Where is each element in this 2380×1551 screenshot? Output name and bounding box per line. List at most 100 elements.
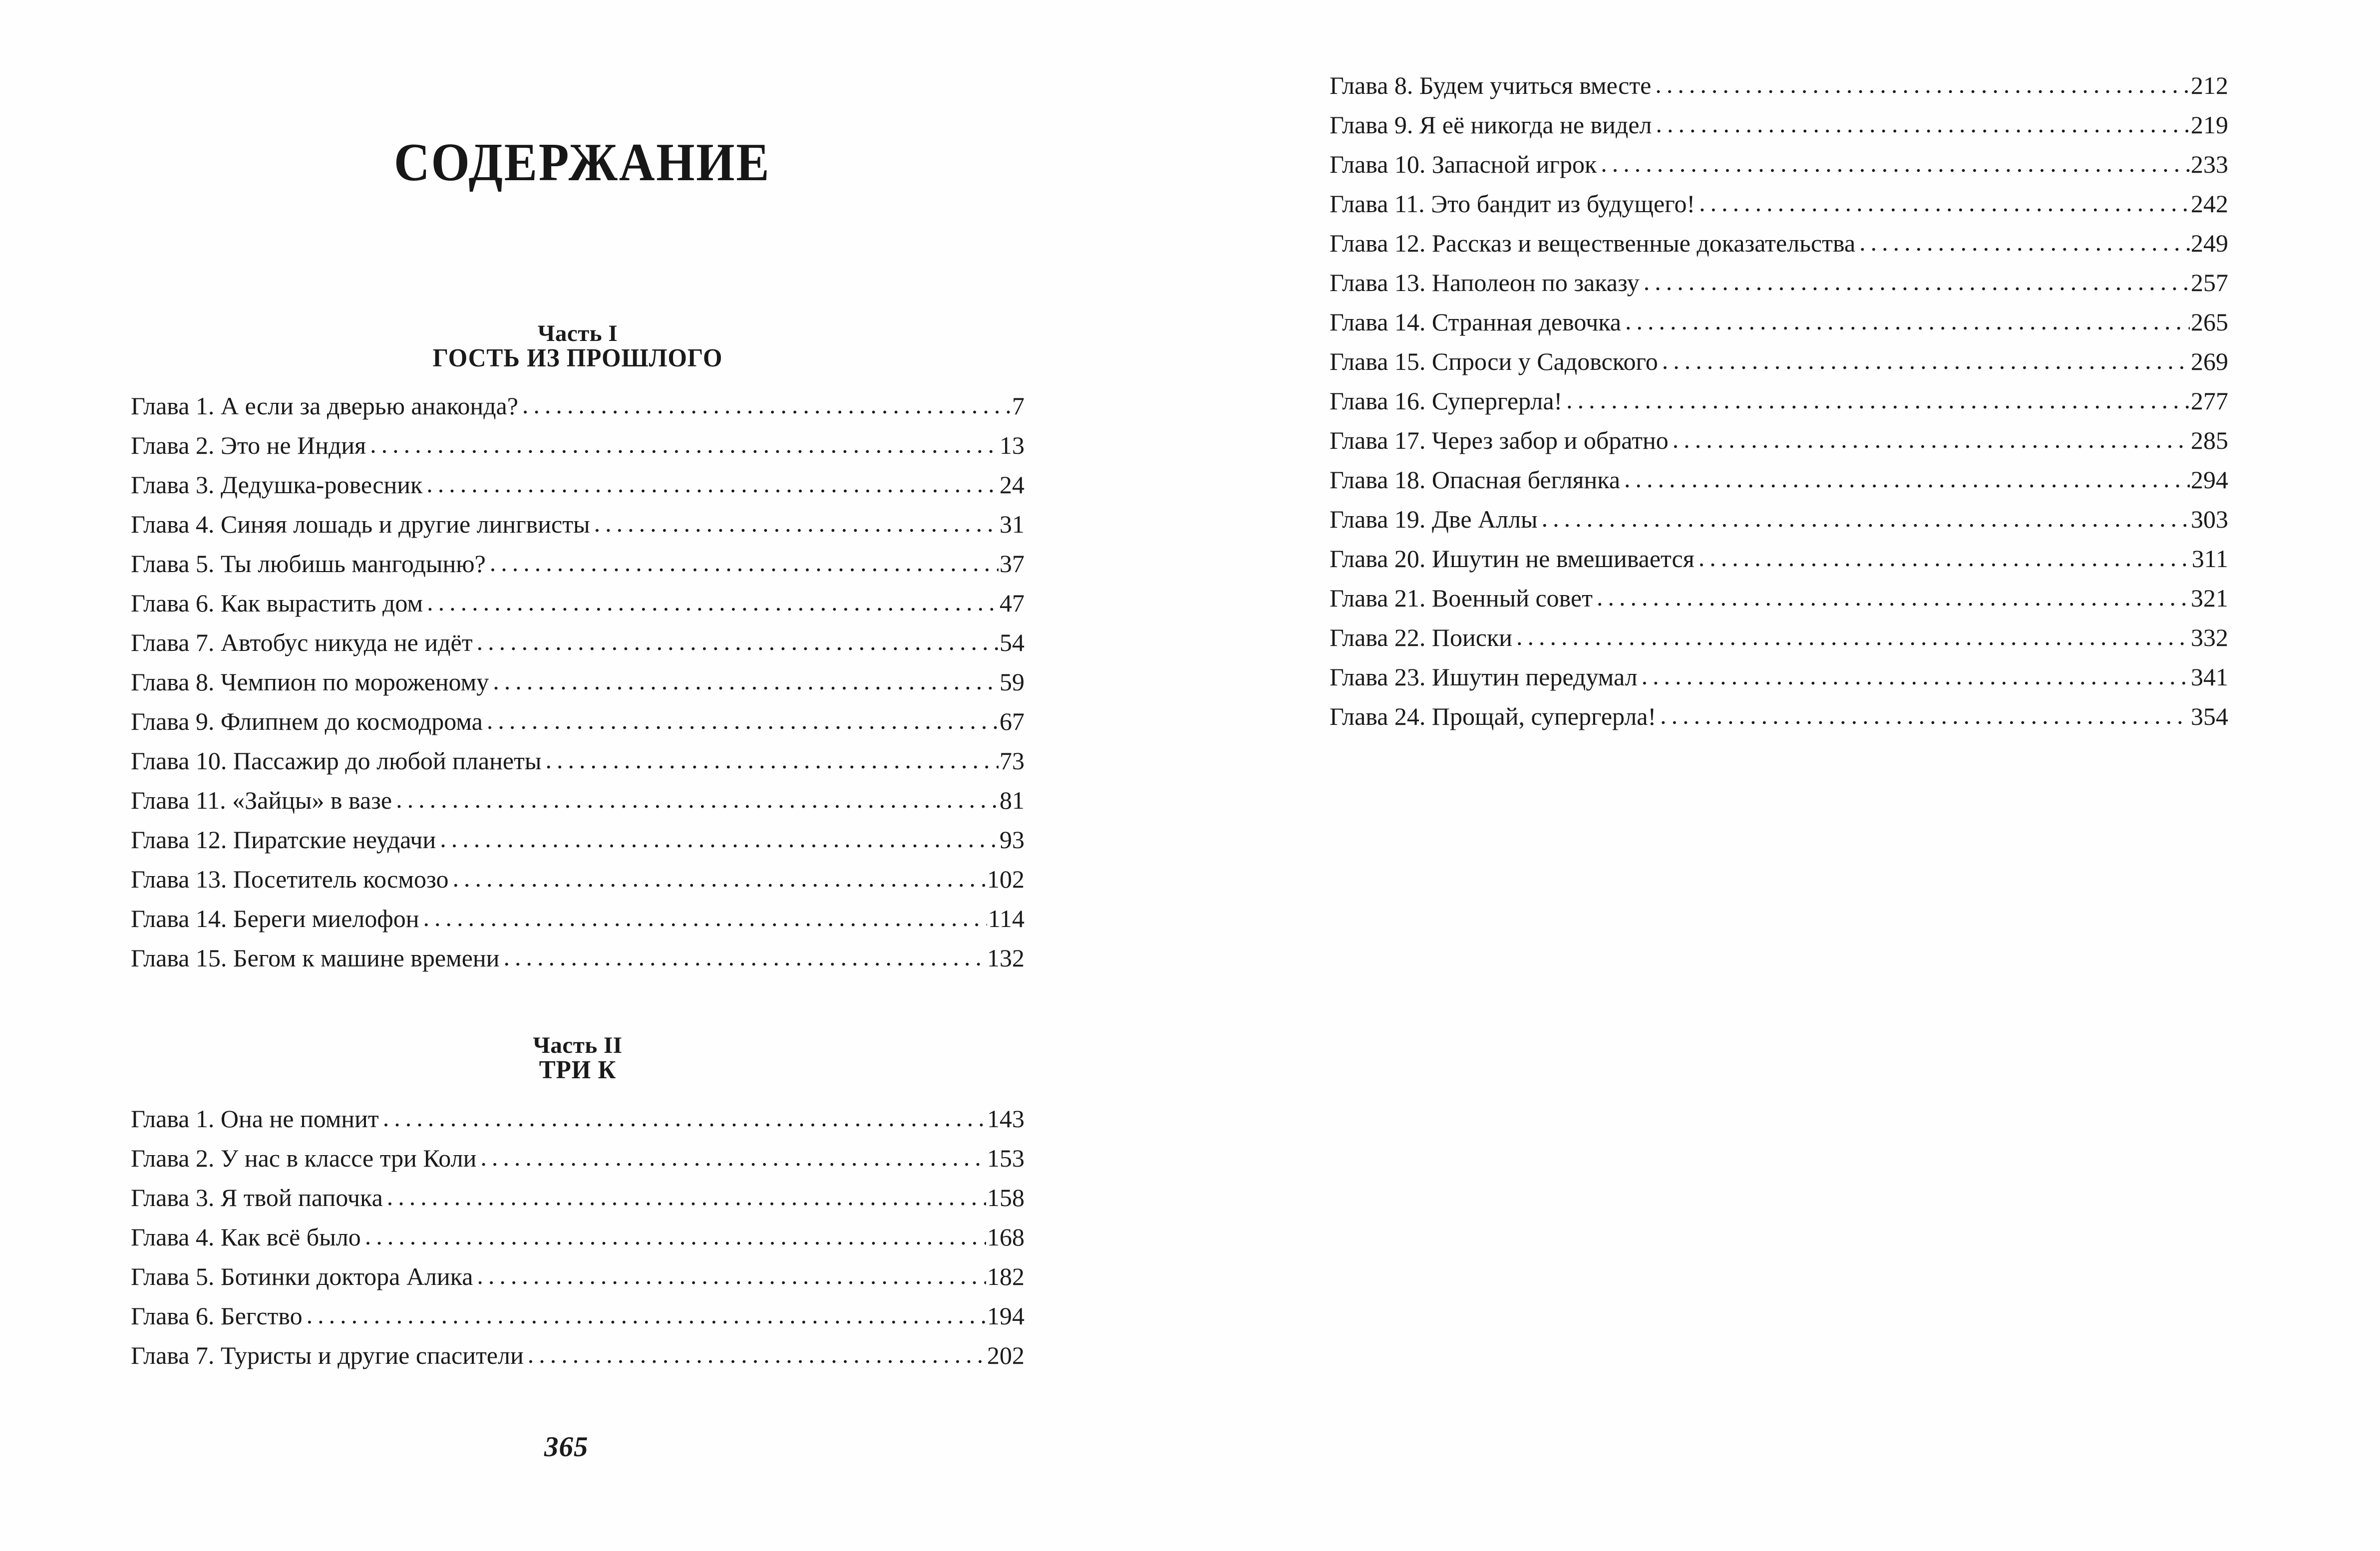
- toc-entry[interactable]: Глава 20. Ишутин не вмешивается.........…: [1330, 539, 2228, 579]
- toc-entry-page-number: 7: [1012, 392, 1024, 420]
- toc-entry[interactable]: Глава 19. Две Аллы......................…: [1330, 500, 2228, 539]
- toc-entry[interactable]: Глава 3. Дедушка-ровесник...............…: [131, 465, 1024, 505]
- toc-entry[interactable]: Глава 3. Я твой папочка.................…: [131, 1178, 1024, 1218]
- toc-entry[interactable]: Глава 2. У нас в классе три Коли........…: [131, 1139, 1024, 1178]
- toc-entry[interactable]: Глава 12. Пиратские неудачи.............…: [131, 820, 1024, 860]
- toc-entry-page-number: 242: [2191, 190, 2228, 218]
- toc-entry[interactable]: Глава 14. Странная девочка..............…: [1330, 303, 2228, 342]
- toc-entry-label: Глава 5. Ты любишь мангодыню?: [131, 550, 486, 578]
- toc-leader-dots: ........................................…: [370, 430, 999, 458]
- toc-leader-dots: ........................................…: [493, 667, 999, 695]
- toc-leader-dots: ........................................…: [1566, 386, 2190, 414]
- toc-entry[interactable]: Глава 11. Это бандит из будущего!.......…: [1330, 184, 2228, 224]
- toc-entry-label: Глава 6. Как вырастить дом: [131, 589, 423, 617]
- toc-leader-dots: ........................................…: [306, 1301, 986, 1329]
- toc-entry-label: Глава 10. Запасной игрок: [1330, 150, 1597, 178]
- toc-entry[interactable]: Глава 24. Прощай, супергерла!...........…: [1330, 697, 2228, 736]
- toc-leader-dots: ........................................…: [1660, 701, 2190, 729]
- toc-leader-dots: ........................................…: [396, 785, 999, 813]
- toc-leader-dots: ........................................…: [426, 470, 999, 498]
- toc-leader-dots: ........................................…: [1625, 307, 2190, 335]
- toc-entry-page-number: 59: [1000, 668, 1024, 696]
- toc-entry[interactable]: Глава 7. Автобус никуда не идёт.........…: [131, 623, 1024, 662]
- toc-entry-page-number: 93: [1000, 826, 1024, 854]
- toc-entry-label: Глава 4. Синяя лошадь и другие лингвисты: [131, 510, 590, 538]
- toc-entry-label: Глава 2. У нас в классе три Коли: [131, 1144, 477, 1172]
- toc-entry[interactable]: Глава 12. Рассказ и вещественные доказат…: [1330, 224, 2228, 263]
- toc-entry-label: Глава 22. Поиски: [1330, 623, 1513, 651]
- toc-entry-page-number: 168: [987, 1223, 1024, 1251]
- toc-entry[interactable]: Глава 4. Как всё было...................…: [131, 1218, 1024, 1257]
- toc-entry-label: Глава 2. Это не Индия: [131, 431, 366, 459]
- toc-entry[interactable]: Глава 1. Она не помнит..................…: [131, 1099, 1024, 1139]
- toc-entry-page-number: 114: [988, 905, 1024, 932]
- toc-entry[interactable]: Глава 6. Как вырастить дом..............…: [131, 584, 1024, 623]
- toc-entry[interactable]: Глава 9. Флипнем до космодрома..........…: [131, 702, 1024, 741]
- toc-entry[interactable]: Глава 8. Будем учиться вместе...........…: [1330, 66, 2228, 105]
- toc-entry[interactable]: Глава 10. Пассажир до любой планеты.....…: [131, 741, 1024, 781]
- toc-entry[interactable]: Глава 15. Спроси у Садовского...........…: [1330, 342, 2228, 381]
- toc-entry[interactable]: Глава 5. Ты любишь мангодыню?...........…: [131, 544, 1024, 584]
- toc-entry-label: Глава 10. Пассажир до любой планеты: [131, 747, 542, 775]
- toc-leader-dots: ........................................…: [1672, 425, 2190, 453]
- toc-entry-page-number: 341: [2191, 663, 2228, 691]
- toc-entry-page-number: 54: [1000, 628, 1024, 656]
- toc-entry[interactable]: Глава 8. Чемпион по мороженому..........…: [131, 662, 1024, 702]
- toc-leader-dots: ........................................…: [476, 627, 999, 655]
- toc-entry-label: Глава 23. Ишутин передумал: [1330, 663, 1638, 691]
- toc-list-part-1: Глава 1. А если за дверью анаконда?.....…: [131, 386, 1024, 978]
- toc-entry[interactable]: Глава 4. Синяя лошадь и другие лингвисты…: [131, 505, 1024, 544]
- toc-entry-label: Глава 6. Бегство: [131, 1302, 303, 1330]
- toc-leader-dots: ........................................…: [522, 391, 1011, 419]
- toc-entry-label: Глава 20. Ишутин не вмешивается: [1330, 545, 1695, 573]
- toc-entry-page-number: 37: [1000, 550, 1024, 578]
- toc-entry[interactable]: Глава 15. Бегом к машине времени........…: [131, 938, 1024, 978]
- toc-entry-page-number: 143: [987, 1105, 1024, 1133]
- toc-entry[interactable]: Глава 17. Через забор и обратно.........…: [1330, 421, 2228, 460]
- toc-leader-dots: ........................................…: [1655, 70, 2190, 98]
- toc-entry-label: Глава 15. Спроси у Садовского: [1330, 347, 1658, 375]
- toc-entry[interactable]: Глава 2. Это не Индия...................…: [131, 426, 1024, 465]
- toc-leader-dots: ........................................…: [1698, 544, 2191, 572]
- toc-entry-page-number: 202: [987, 1341, 1024, 1369]
- toc-entry-label: Глава 11. Это бандит из будущего!: [1330, 190, 1696, 218]
- toc-entry[interactable]: Глава 13. Посетитель космозо............…: [131, 860, 1024, 899]
- left-column: СОДЕРЖАНИЕ Часть I ГОСТЬ ИЗ ПРОШЛОГО Гла…: [131, 0, 1024, 1375]
- toc-entry[interactable]: Глава 11. «Зайцы» в вазе................…: [131, 781, 1024, 820]
- toc-entry[interactable]: Глава 23. Ишутин передумал..............…: [1330, 657, 2228, 697]
- toc-entry-page-number: 277: [2191, 387, 2228, 415]
- toc-entry[interactable]: Глава 10. Запасной игрок................…: [1330, 145, 2228, 184]
- toc-leader-dots: ........................................…: [1859, 228, 2190, 256]
- toc-entry[interactable]: Глава 14. Береги миелофон...............…: [131, 899, 1024, 938]
- toc-entry-page-number: 233: [2191, 150, 2228, 178]
- toc-entry[interactable]: Глава 1. А если за дверью анаконда?.....…: [131, 386, 1024, 426]
- toc-entry-page-number: 269: [2191, 347, 2228, 375]
- toc-entry[interactable]: Глава 18. Опасная беглянка..............…: [1330, 460, 2228, 500]
- toc-entry[interactable]: Глава 5. Ботинки доктора Алика..........…: [131, 1257, 1024, 1296]
- toc-entry-label: Глава 17. Через забор и обратно: [1330, 426, 1669, 454]
- toc-entry[interactable]: Глава 9. Я её никогда не видел..........…: [1330, 105, 2228, 145]
- toc-entry[interactable]: Глава 7. Туристы и другие спасители.....…: [131, 1336, 1024, 1375]
- toc-leader-dots: ........................................…: [594, 509, 999, 537]
- toc-entry-label: Глава 21. Военный совет: [1330, 584, 1593, 612]
- toc-entry[interactable]: Глава 6. Бегство........................…: [131, 1296, 1024, 1336]
- toc-entry[interactable]: Глава 22. Поиски........................…: [1330, 618, 2228, 657]
- toc-entry-page-number: 132: [987, 944, 1024, 972]
- toc-entry[interactable]: Глава 13. Наполеон по заказу............…: [1330, 263, 2228, 303]
- toc-entry-page-number: 257: [2191, 269, 2228, 297]
- toc-leader-dots: ........................................…: [1541, 504, 2190, 532]
- folio-page-number: 365: [544, 1431, 589, 1463]
- toc-entry[interactable]: Глава 16. Супергерла!...................…: [1330, 381, 2228, 421]
- toc-entry-label: Глава 13. Посетитель космозо: [131, 865, 449, 893]
- part-number-2: Часть II: [533, 1032, 623, 1058]
- part-heading-2: Часть II ТРИ К: [131, 1034, 1024, 1083]
- toc-entry[interactable]: Глава 21. Военный совет.................…: [1330, 579, 2228, 618]
- toc-leader-dots: ........................................…: [1597, 583, 2190, 611]
- toc-entry-label: Глава 3. Я твой папочка: [131, 1184, 383, 1212]
- toc-leader-dots: ........................................…: [364, 1222, 986, 1250]
- spacer: [131, 1083, 1024, 1099]
- toc-leader-dots: ........................................…: [1643, 268, 2190, 296]
- toc-entry-label: Глава 8. Будем учиться вместе: [1330, 71, 1652, 99]
- toc-leader-dots: ........................................…: [423, 904, 987, 931]
